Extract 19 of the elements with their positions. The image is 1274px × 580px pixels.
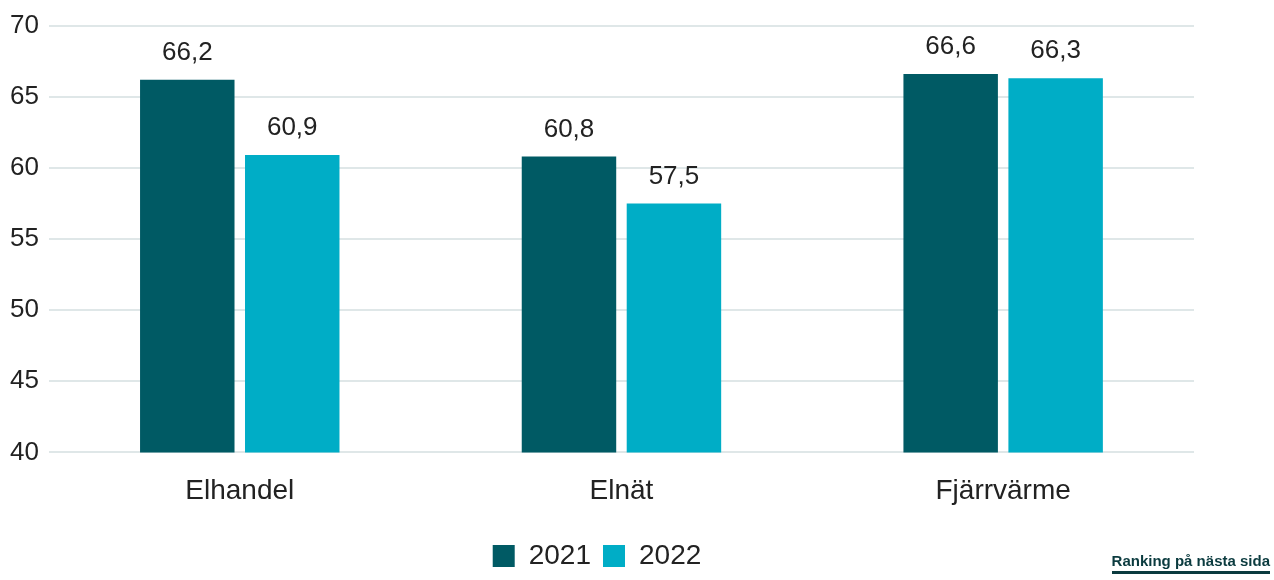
y-tick-label: 65 <box>10 79 39 110</box>
y-tick-label: 70 <box>10 8 39 39</box>
legend-label: 2021 <box>528 538 592 570</box>
legend-label: 2022 <box>639 538 702 570</box>
data-label: 60,9 <box>266 111 318 142</box>
y-tick-label: 60 <box>10 151 39 182</box>
y-tick-label: 50 <box>10 293 39 324</box>
x-tick-label: Elhandel <box>185 473 295 505</box>
y-tick-label: 55 <box>10 222 39 253</box>
text: Ranking på nästa sida <box>1111 552 1270 574</box>
data-label: 66,3 <box>1030 34 1081 65</box>
data-label: 60,8 <box>543 112 595 143</box>
data-label: 57,5 <box>648 159 700 190</box>
data-label: 66,6 <box>925 30 976 61</box>
y-tick-label: 40 <box>10 435 39 466</box>
data-label: 66,2 <box>161 35 213 66</box>
x-tick-label: Elnät <box>589 473 654 505</box>
y-tick-label: 45 <box>10 364 39 395</box>
x-tick-label: Fjärrvärme <box>935 473 1071 505</box>
